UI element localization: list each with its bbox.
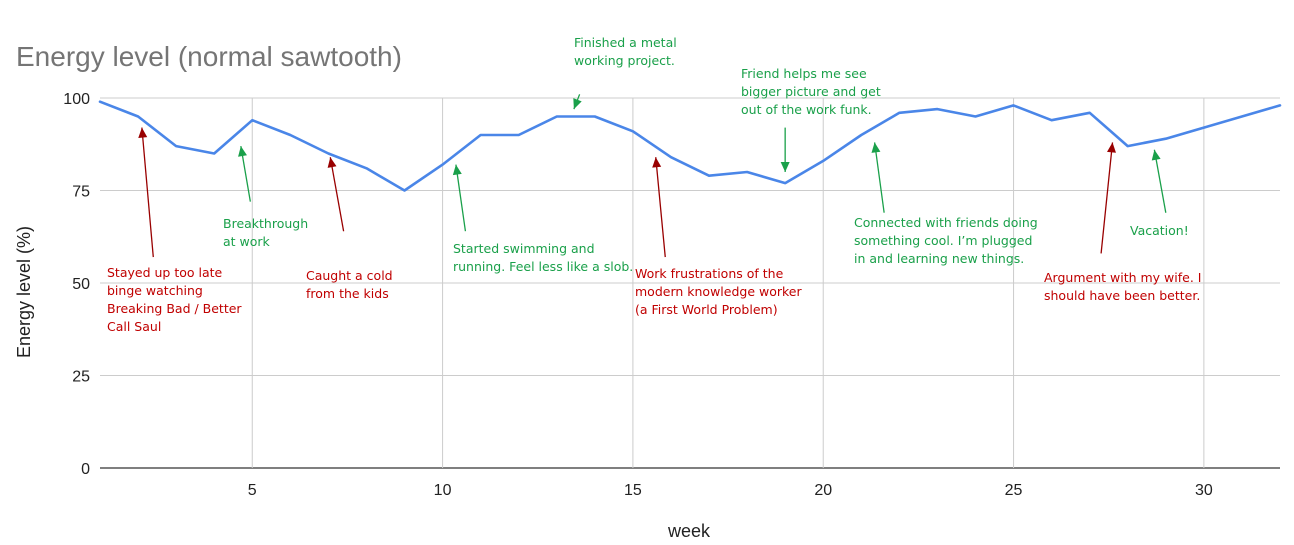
annotation-line: out of the work funk. (741, 102, 872, 117)
annotation-low-3: Caught a cold from the kids (306, 157, 393, 301)
annotation-arrow-head (452, 164, 462, 176)
x-tick-label: 5 (248, 482, 257, 499)
annotation-high-8: Connected with friends doing something co… (854, 142, 1038, 266)
annotation-line: Started swimming and (453, 241, 595, 256)
annotation-line: Breaking Bad / Better (107, 301, 242, 316)
annotation-low-6: Work frustrations of the modern knowledge… (635, 157, 802, 317)
chart-title: Energy level (normal sawtooth) (16, 41, 402, 72)
y-tick-label: 0 (81, 461, 90, 478)
annotation-line: Work frustrations of the (635, 266, 784, 281)
annotation-arrow-line (655, 157, 666, 258)
annotation-arrow-head (573, 98, 582, 110)
annotation-arrow-line (873, 142, 885, 213)
x-tick-label: 10 (434, 482, 452, 499)
y-tick-label: 25 (72, 369, 90, 386)
annotation-text: Work frustrations of the modern knowledge… (635, 266, 802, 317)
annotations: Stayed up too late binge watching Breaking… (107, 35, 1201, 334)
annotation-line: modern knowledge worker (635, 284, 802, 299)
x-tick-label: 20 (814, 482, 832, 499)
annotation-arrow-line (1100, 142, 1114, 254)
annotation-line: at work (223, 234, 271, 249)
annotation-line: Argument with my wife. I (1044, 270, 1201, 285)
annotation-arrow-head (238, 146, 247, 157)
tick-labels: 0 25 50 75 100 5 10 15 20 25 30 (63, 91, 1213, 499)
annotation-high-7: Friend helps me see bigger picture and ge… (741, 66, 881, 172)
annotation-text: Started swimming and running. Feel less l… (453, 241, 633, 274)
annotation-line: Caught a cold (306, 268, 393, 283)
annotation-arrow-head (138, 127, 148, 138)
annotation-line: working project. (574, 53, 675, 68)
annotation-line: Finished a metal (574, 35, 677, 50)
annotation-line: (a First World Problem) (635, 302, 778, 317)
annotation-arrow-line (329, 157, 345, 232)
y-axis-label: Energy level (%) (14, 226, 34, 358)
annotation-line: bigger picture and get (741, 84, 881, 99)
annotation-high-2: Breakthrough at work (223, 145, 308, 249)
annotation-arrow-head (1151, 149, 1161, 161)
annotation-high-5: Finished a metal working project. (573, 35, 677, 110)
y-tick-label: 50 (72, 276, 90, 293)
annotation-arrow-line (455, 164, 467, 232)
annotation-text: Friend helps me see bigger picture and ge… (741, 66, 881, 117)
annotation-low-1: Stayed up too late binge watching Breaking… (107, 127, 242, 334)
annotation-line: Breakthrough (223, 216, 308, 231)
annotation-line: should have been better. (1044, 288, 1200, 303)
annotation-line: binge watching (107, 283, 203, 298)
annotation-line: Stayed up too late (107, 265, 223, 280)
annotation-line: Connected with friends doing (854, 215, 1038, 230)
annotation-line: from the kids (306, 286, 389, 301)
grid (100, 97, 1280, 469)
x-tick-label: 15 (624, 482, 642, 499)
annotation-text: Breakthrough at work (223, 216, 308, 249)
annotation-line: running. Feel less like a slob. (453, 259, 633, 274)
annotation-line: something cool. I’m plugged (854, 233, 1032, 248)
annotation-text: Argument with my wife. I should have been… (1044, 270, 1201, 303)
annotation-high-10: Vacation! (1130, 149, 1189, 238)
annotation-line: Vacation! (1130, 223, 1189, 238)
series (98, 100, 1282, 192)
annotation-high-4: Started swimming and running. Feel less l… (452, 164, 633, 274)
annotation-text: Vacation! (1130, 223, 1189, 238)
annotation-text: Finished a metal working project. (574, 35, 677, 68)
annotation-arrow-head (652, 157, 662, 168)
annotation-arrow-line (141, 127, 154, 258)
annotation-low-9: Argument with my wife. I should have been… (1044, 142, 1201, 303)
annotation-arrow-line (1153, 149, 1167, 213)
x-tick-label: 25 (1005, 482, 1023, 499)
annotation-line: Call Saul (107, 319, 161, 334)
annotation-arrow-head (1107, 142, 1116, 153)
annotation-text: Caught a cold from the kids (306, 268, 393, 301)
y-tick-label: 75 (72, 184, 90, 201)
annotation-line: in and learning new things. (854, 251, 1024, 266)
x-tick-label: 30 (1195, 482, 1213, 499)
energy-series-line (98, 100, 1282, 192)
annotation-text: Connected with friends doing something co… (854, 215, 1038, 266)
annotation-arrow-head (780, 162, 790, 172)
annotation-arrow-head (327, 157, 337, 168)
annotation-arrow-head (871, 142, 881, 153)
annotation-line: Friend helps me see (741, 66, 867, 81)
x-axis-label: week (667, 521, 711, 541)
y-tick-label: 100 (63, 91, 90, 108)
annotation-text: Stayed up too late binge watching Breaking… (107, 265, 242, 334)
